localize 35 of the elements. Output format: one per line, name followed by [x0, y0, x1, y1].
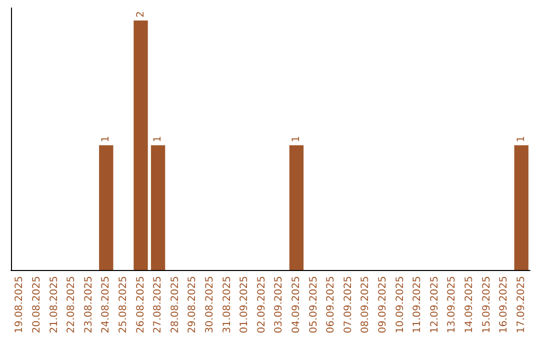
x-tick-label: 06.09.2025	[326, 276, 337, 334]
x-tick-label: 22.08.2025	[66, 276, 78, 334]
x-tick-label: 13.09.2025	[446, 276, 458, 334]
x-tick-label: 08.09.2025	[360, 276, 372, 334]
data-label: 2	[135, 11, 146, 18]
x-tick-label: 23.08.2025	[83, 276, 94, 334]
x-tick-label: 10.09.2025	[394, 276, 406, 334]
x-tick-label: 30.08.2025	[204, 276, 216, 334]
x-tick-label: 19.08.2025	[14, 276, 26, 334]
x-tick-label: 26.08.2025	[135, 276, 146, 334]
x-tick-label: 27.08.2025	[152, 276, 164, 334]
x-tick-label: 15.09.2025	[481, 276, 492, 334]
x-tick-label: 28.08.2025	[170, 276, 181, 334]
x-tick-label: 09.09.2025	[377, 276, 388, 334]
x-tick-label: 11.09.2025	[412, 276, 424, 334]
data-label: 1	[152, 136, 164, 142]
x-tick-label: 03.09.2025	[274, 276, 285, 334]
x-tick-label: 20.08.2025	[31, 276, 42, 334]
data-label: 1	[100, 136, 112, 142]
x-tick-label: 02.09.2025	[256, 276, 268, 334]
data-label: 1	[290, 136, 302, 142]
x-tick-label: 07.09.2025	[342, 276, 354, 334]
x-tick-label: 05.09.2025	[308, 276, 320, 334]
x-tick-label: 01.09.2025	[239, 276, 250, 334]
x-tick-label: 25.08.2025	[118, 276, 129, 334]
x-tick-label: 17.09.2025	[516, 276, 527, 334]
x-tick-label: 16.09.2025	[498, 276, 510, 334]
x-tick-label: 21.08.2025	[48, 276, 60, 334]
x-tick-label: 12.09.2025	[429, 276, 440, 334]
x-tick-label: 29.08.2025	[187, 276, 198, 334]
x-tick-label: 04.09.2025	[290, 276, 302, 334]
x-tick-label: 14.09.2025	[464, 276, 475, 334]
x-tick-label: 31.08.2025	[222, 276, 233, 334]
x-tick-label: 24.08.2025	[100, 276, 112, 334]
data-label: 1	[516, 136, 527, 142]
